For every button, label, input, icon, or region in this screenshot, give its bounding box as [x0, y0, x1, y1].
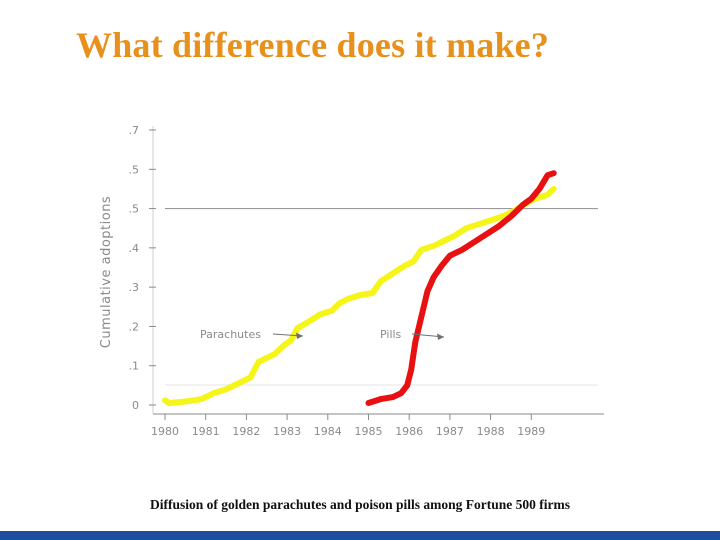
- x-tick-label: 1983: [273, 425, 301, 438]
- annotation-pills: Pills: [380, 328, 402, 341]
- y-tick-label: .5: [129, 203, 140, 216]
- annotation-arrowhead: [296, 332, 303, 339]
- y-tick-label: .1: [129, 360, 140, 373]
- chart-caption: Diffusion of golden parachutes and poiso…: [149, 497, 571, 512]
- x-tick-label: 1980: [151, 425, 179, 438]
- y-tick-label: .3: [129, 281, 140, 294]
- y-tick-label: .4: [129, 242, 140, 255]
- x-tick-label: 1985: [355, 425, 383, 438]
- y-tick-label: .5: [129, 163, 140, 176]
- y-tick-label: .2: [129, 320, 140, 333]
- bottom-accent-bar: [0, 531, 720, 540]
- annotation-arrowhead: [437, 333, 444, 340]
- x-tick-label: 1987: [436, 425, 464, 438]
- y-tick-label: 0: [132, 399, 139, 412]
- annotation-parachutes: Parachutes: [200, 328, 261, 341]
- x-tick-label: 1981: [192, 425, 220, 438]
- chart-series: [162, 170, 557, 406]
- chart-axes: 0 .1 .2 .3 .4 .5 .5 .7 1980 1981 1982 1983 1984 1985 1…: [99, 124, 604, 438]
- series-line-parachutes: [162, 185, 557, 406]
- x-tick-label: 1988: [477, 425, 505, 438]
- chart-grid: [165, 207, 598, 386]
- x-tick-label: 1986: [395, 425, 423, 438]
- y-axis-label: Cumulative adoptions: [99, 196, 114, 348]
- slide-title: What difference does it make?: [76, 25, 550, 65]
- x-tick-label: 1984: [314, 425, 342, 438]
- x-tick-label: 1989: [517, 425, 545, 438]
- x-tick-label: 1982: [232, 425, 260, 438]
- series-line-pills: [365, 170, 557, 406]
- y-tick-label: .7: [129, 124, 140, 137]
- chart-annotations: Parachutes Pills: [200, 328, 445, 341]
